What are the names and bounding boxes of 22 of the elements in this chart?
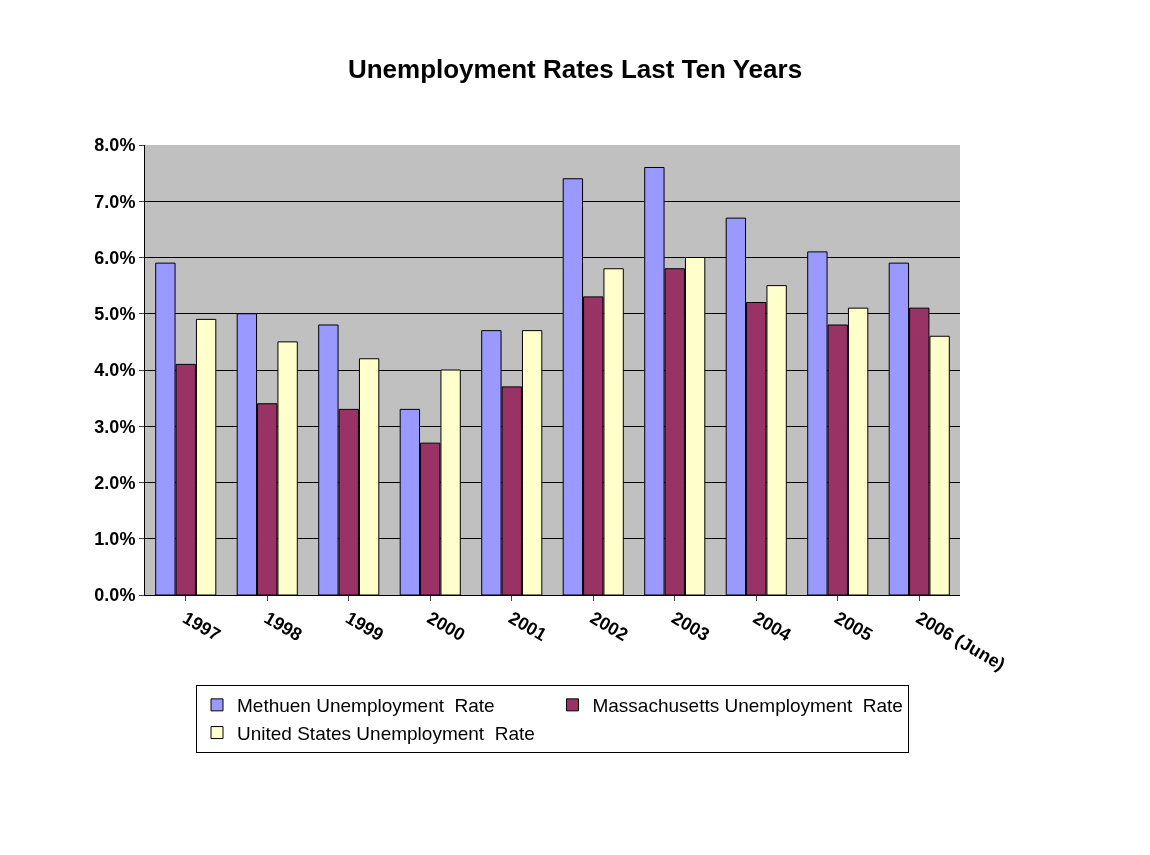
y-tick-label: 3.0% xyxy=(94,416,136,437)
x-tick-label: 1997 xyxy=(179,607,224,645)
y-tick-label: 1.0% xyxy=(94,529,136,550)
x-tick-label: 2000 xyxy=(423,607,469,645)
x-tick-label: 2002 xyxy=(586,607,632,645)
legend-label: Massachusetts Unemployment Rate xyxy=(592,695,903,717)
chart-title: Unemployment Rates Last Ten Years xyxy=(347,54,803,85)
y-tick-label: 8.0% xyxy=(94,135,136,156)
x-tick-label: 1998 xyxy=(260,607,306,645)
y-tick-label: 7.0% xyxy=(94,191,136,212)
legend-label: Methuen Unemployment Rate xyxy=(237,695,495,717)
y-tick-label: 4.0% xyxy=(94,360,136,381)
x-tick-label: 2005 xyxy=(831,607,876,645)
x-tick-label: 2003 xyxy=(668,607,713,645)
legend-label: United States Unemployment Rate xyxy=(237,722,535,744)
y-tick-label: 6.0% xyxy=(94,247,136,268)
y-tick-label: 0.0% xyxy=(94,585,136,606)
x-tick-label: 1999 xyxy=(342,607,387,645)
x-tick-label: 2001 xyxy=(505,607,550,645)
y-tick-label: 5.0% xyxy=(94,304,136,325)
y-tick-label: 2.0% xyxy=(94,472,136,493)
x-tick-label: 2004 xyxy=(749,607,795,645)
